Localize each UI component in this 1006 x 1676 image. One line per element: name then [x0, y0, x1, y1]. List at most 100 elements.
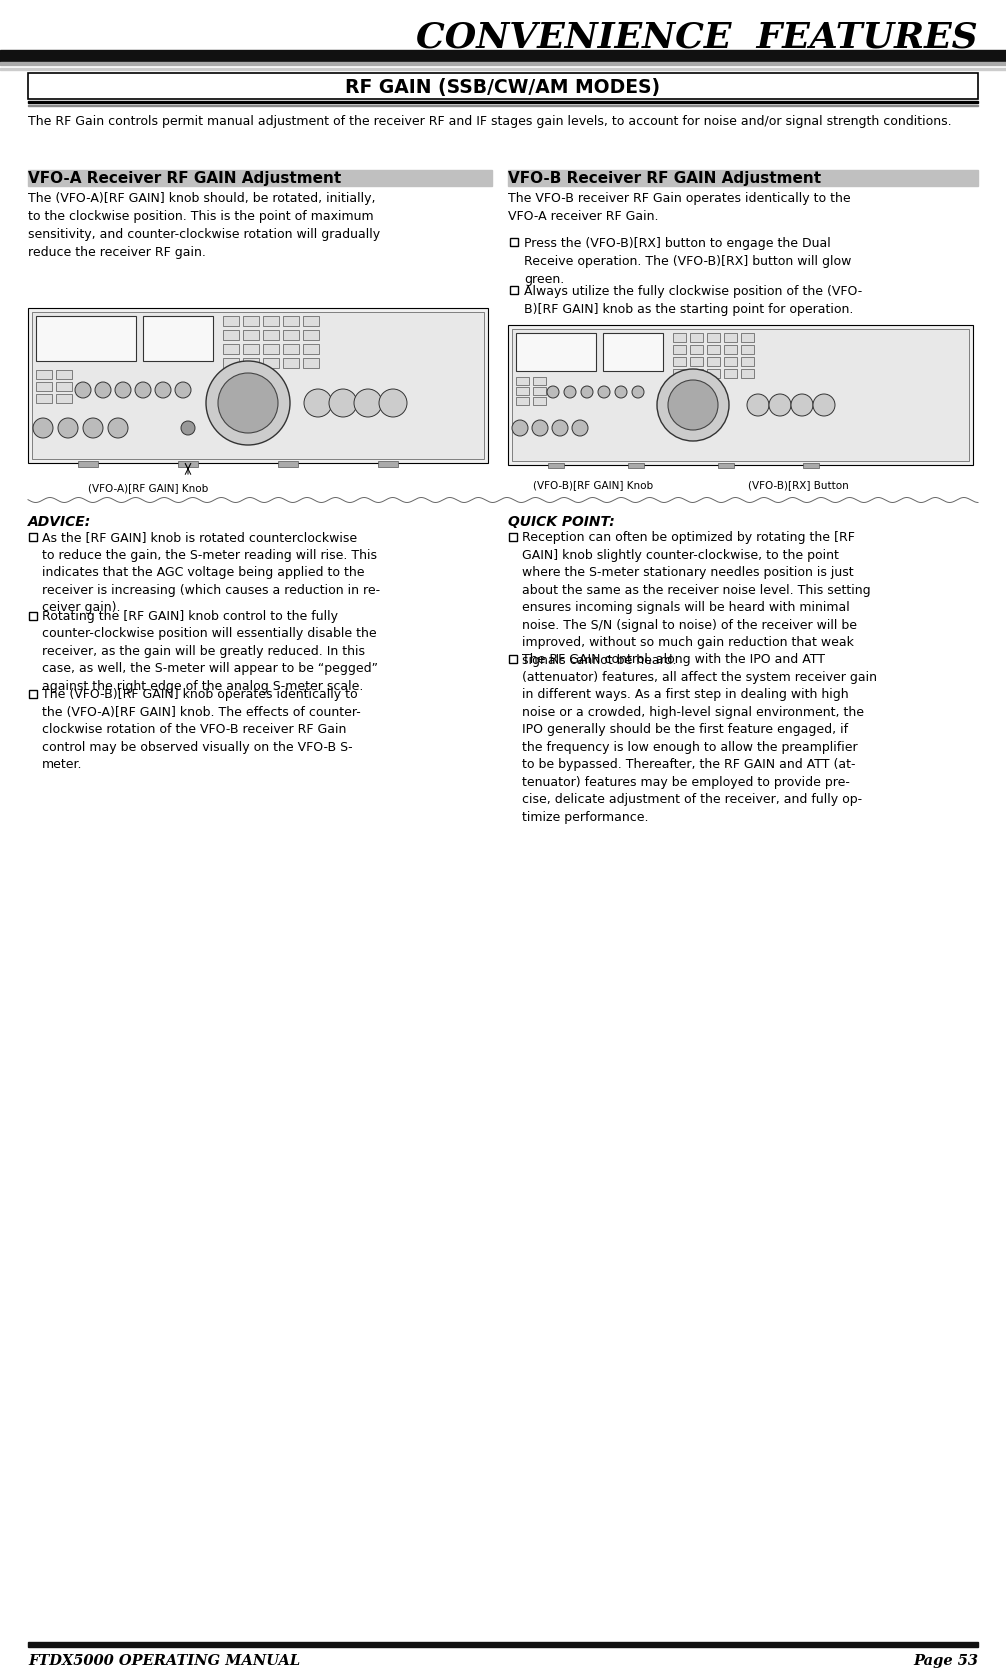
Bar: [741, 334, 754, 342]
Bar: [741, 357, 754, 365]
Bar: [263, 330, 279, 340]
Text: As the [RF GAIN] knob is rotated counterclockwise
to reduce the gain, the S-mete: As the [RF GAIN] knob is rotated counter…: [42, 531, 380, 613]
Bar: [243, 359, 259, 369]
Bar: [673, 357, 686, 365]
Bar: [690, 369, 703, 379]
Circle shape: [598, 385, 610, 397]
Bar: [303, 359, 319, 369]
Circle shape: [95, 382, 111, 397]
Bar: [603, 334, 663, 370]
Text: The RF GAIN control, along with the IPO and ATT
(attenuator) features, all affec: The RF GAIN control, along with the IPO …: [522, 654, 877, 823]
Circle shape: [135, 382, 151, 397]
Bar: [690, 334, 703, 342]
Bar: [143, 317, 213, 360]
Text: The VFO-B receiver RF Gain operates identically to the
VFO-A receiver RF Gain.: The VFO-B receiver RF Gain operates iden…: [508, 193, 851, 223]
Circle shape: [108, 417, 128, 437]
Bar: [533, 377, 546, 385]
Circle shape: [379, 389, 407, 417]
Text: VFO-A Receiver RF GAIN Adjustment: VFO-A Receiver RF GAIN Adjustment: [28, 171, 341, 186]
Text: Press the (VFO-B)[RX] button to engage the Dual
Receive operation. The (VFO-B)[R: Press the (VFO-B)[RX] button to engage t…: [524, 236, 851, 287]
Circle shape: [304, 389, 332, 417]
Circle shape: [813, 394, 835, 416]
Circle shape: [564, 385, 576, 397]
Bar: [724, 369, 737, 379]
Bar: [673, 334, 686, 342]
Text: FTDX5000 OPERATING MANUAL: FTDX5000 OPERATING MANUAL: [28, 1654, 300, 1668]
Text: Page 53: Page 53: [913, 1654, 978, 1668]
Bar: [29, 612, 37, 620]
Bar: [178, 461, 198, 468]
Bar: [243, 330, 259, 340]
Text: The (VFO-B)[RF GAIN] knob operates identically to
the (VFO-A)[RF GAIN] knob. The: The (VFO-B)[RF GAIN] knob operates ident…: [42, 689, 361, 771]
Text: Reception can often be optimized by rotating the [RF
GAIN] knob slightly counter: Reception can often be optimized by rota…: [522, 531, 870, 667]
Circle shape: [632, 385, 644, 397]
Bar: [36, 317, 136, 360]
Bar: [0, 50, 1006, 62]
Bar: [724, 334, 737, 342]
Bar: [718, 463, 734, 468]
Circle shape: [58, 417, 78, 437]
Circle shape: [657, 369, 729, 441]
Circle shape: [791, 394, 813, 416]
Bar: [510, 238, 518, 246]
Text: VFO-B Receiver RF GAIN Adjustment: VFO-B Receiver RF GAIN Adjustment: [508, 171, 821, 186]
Text: Rotating the [RF GAIN] knob control to the fully
counter-clockwise position will: Rotating the [RF GAIN] knob control to t…: [42, 610, 378, 692]
Circle shape: [547, 385, 559, 397]
Bar: [56, 370, 72, 379]
Bar: [56, 394, 72, 402]
Text: The RF Gain controls permit manual adjustment of the receiver RF and IF stages g: The RF Gain controls permit manual adjus…: [28, 116, 952, 127]
Bar: [724, 345, 737, 354]
Bar: [724, 357, 737, 365]
Circle shape: [747, 394, 769, 416]
Bar: [303, 344, 319, 354]
Bar: [283, 359, 299, 369]
Text: (VFO-B)[RX] Button: (VFO-B)[RX] Button: [747, 479, 848, 489]
Bar: [28, 101, 978, 104]
Circle shape: [354, 389, 382, 417]
Bar: [673, 369, 686, 379]
Circle shape: [769, 394, 791, 416]
Circle shape: [181, 421, 195, 436]
Circle shape: [155, 382, 171, 397]
Circle shape: [75, 382, 91, 397]
Bar: [707, 357, 720, 365]
Bar: [29, 533, 37, 541]
Bar: [28, 169, 492, 186]
Circle shape: [33, 417, 53, 437]
Text: (VFO-A)[RF GAIN] Knob: (VFO-A)[RF GAIN] Knob: [88, 483, 208, 493]
Bar: [36, 370, 52, 379]
Circle shape: [532, 421, 548, 436]
Bar: [263, 359, 279, 369]
Circle shape: [552, 421, 568, 436]
Circle shape: [329, 389, 357, 417]
Circle shape: [615, 385, 627, 397]
Bar: [29, 691, 37, 697]
Bar: [28, 74, 978, 99]
Bar: [283, 344, 299, 354]
Circle shape: [175, 382, 191, 397]
Bar: [283, 317, 299, 327]
Bar: [516, 334, 596, 370]
Bar: [223, 317, 239, 327]
Bar: [707, 369, 720, 379]
Bar: [510, 287, 518, 293]
Circle shape: [512, 421, 528, 436]
Text: ADVICE:: ADVICE:: [28, 515, 92, 530]
Bar: [283, 330, 299, 340]
Bar: [263, 344, 279, 354]
Circle shape: [218, 374, 278, 432]
Bar: [548, 463, 564, 468]
Bar: [628, 463, 644, 468]
Bar: [78, 461, 98, 468]
Bar: [28, 308, 488, 463]
Bar: [533, 387, 546, 396]
Bar: [516, 377, 529, 385]
Bar: [378, 461, 398, 468]
Bar: [508, 169, 978, 186]
Text: RF GAIN (SSB/CW/AM MODES): RF GAIN (SSB/CW/AM MODES): [345, 77, 661, 97]
Bar: [36, 394, 52, 402]
Bar: [223, 359, 239, 369]
Bar: [243, 344, 259, 354]
Circle shape: [83, 417, 103, 437]
Bar: [516, 387, 529, 396]
